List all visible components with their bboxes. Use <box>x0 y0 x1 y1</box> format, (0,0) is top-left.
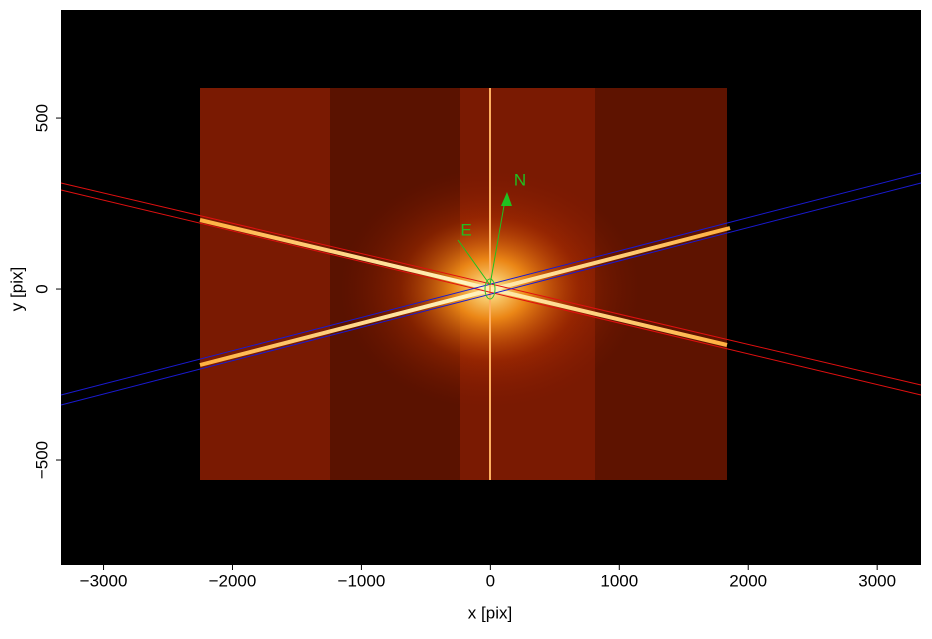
x-tick-label: −1000 <box>338 571 386 590</box>
x-axis-label: x [pix] <box>468 603 512 622</box>
compass-label: E <box>460 220 471 239</box>
east-arrow <box>457 239 491 286</box>
north-arrowhead <box>501 192 512 206</box>
y-tick-label: −500 <box>32 441 51 479</box>
y-tick-label: 500 <box>32 104 51 132</box>
streak <box>199 226 731 367</box>
x-tick-label: −3000 <box>80 571 128 590</box>
x-tick-label: 0 <box>486 571 495 590</box>
x-tick-label: 1000 <box>600 571 638 590</box>
streak <box>199 218 728 347</box>
x-tick-label: 3000 <box>858 571 896 590</box>
source-ellipse <box>484 278 496 300</box>
y-axis-label: y [pix] <box>7 267 26 311</box>
region-line <box>60 189 922 396</box>
image: N E <box>60 10 922 565</box>
x-tick-label: 2000 <box>729 571 767 590</box>
y-tick-label: 0 <box>32 284 51 293</box>
region-line <box>60 182 922 406</box>
region-line <box>60 172 922 396</box>
compass-label: N <box>514 170 526 189</box>
north-arrow <box>489 199 506 286</box>
x-tick-label: −2000 <box>209 571 257 590</box>
